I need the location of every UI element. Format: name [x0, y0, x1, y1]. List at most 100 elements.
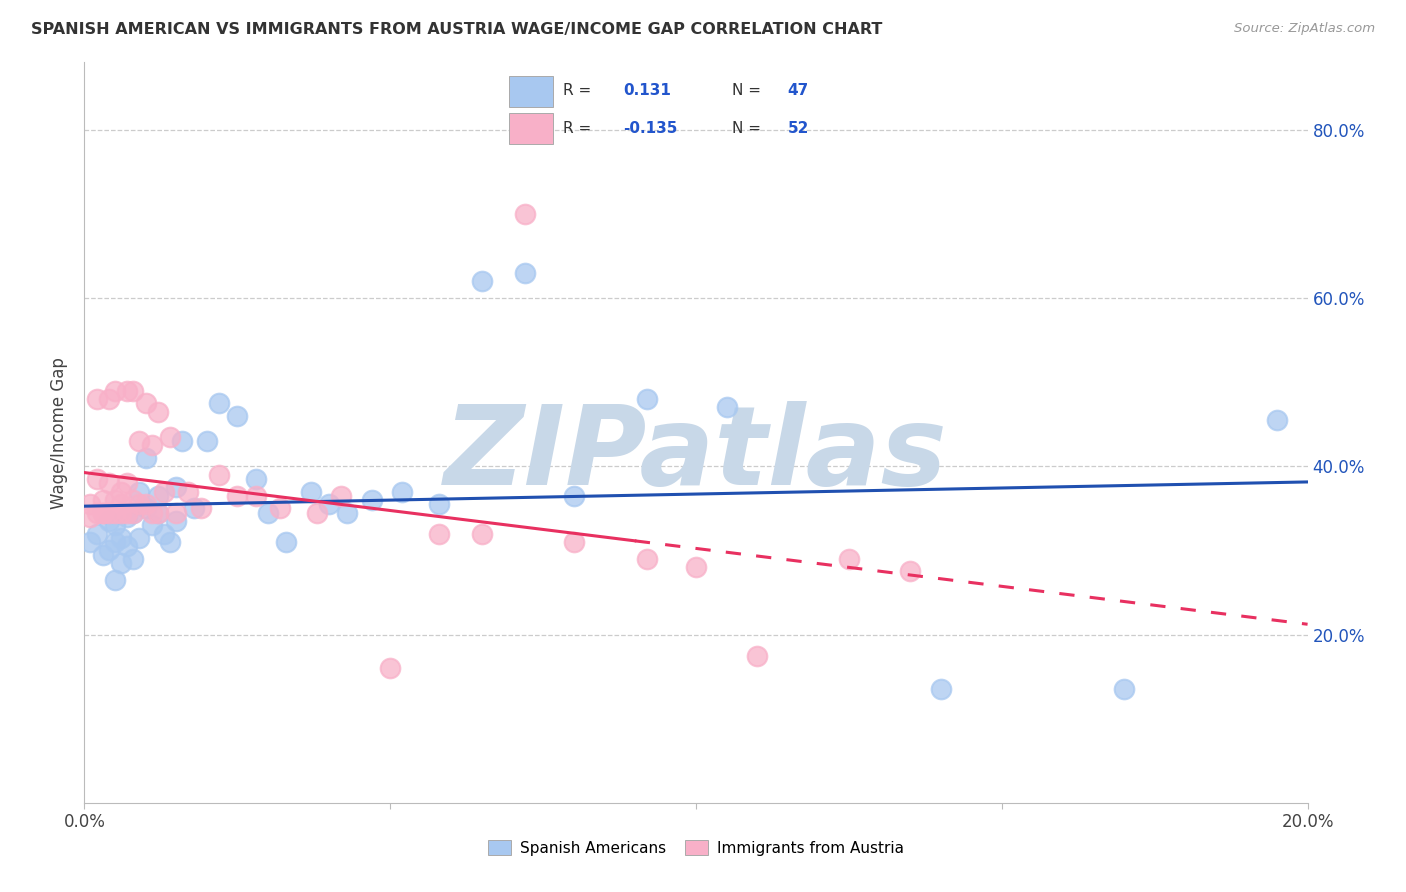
Point — [115, 539, 138, 553]
Point — [153, 484, 176, 499]
Point — [110, 531, 132, 545]
Point — [427, 497, 450, 511]
Text: Source: ZipAtlas.com: Source: ZipAtlas.com — [1234, 22, 1375, 36]
Text: N =: N = — [731, 83, 761, 98]
Point — [122, 551, 145, 566]
Point — [141, 506, 163, 520]
Point — [146, 489, 169, 503]
Point — [929, 682, 952, 697]
Y-axis label: Wage/Income Gap: Wage/Income Gap — [51, 357, 69, 508]
Point — [86, 472, 108, 486]
Point — [122, 384, 145, 398]
Point — [128, 531, 150, 545]
Point — [226, 409, 249, 423]
Point — [685, 560, 707, 574]
Point — [208, 467, 231, 482]
Point — [128, 434, 150, 448]
Point — [141, 438, 163, 452]
Point — [110, 506, 132, 520]
Point — [172, 434, 194, 448]
Point — [97, 476, 120, 491]
Point — [97, 543, 120, 558]
Point — [135, 501, 157, 516]
Point — [716, 401, 738, 415]
Point — [636, 551, 658, 566]
Point — [159, 430, 181, 444]
Point — [165, 480, 187, 494]
Point — [245, 489, 267, 503]
Point — [97, 506, 120, 520]
Point — [135, 396, 157, 410]
Point — [128, 484, 150, 499]
Point — [104, 506, 127, 520]
Point — [838, 551, 860, 566]
Point — [122, 506, 145, 520]
Point — [177, 484, 200, 499]
Point — [104, 492, 127, 507]
Point — [146, 506, 169, 520]
Point — [91, 492, 114, 507]
Point — [159, 535, 181, 549]
Point — [195, 434, 218, 448]
Text: 0.131: 0.131 — [623, 83, 671, 98]
Point — [360, 492, 382, 507]
Point — [97, 392, 120, 406]
Bar — [509, 113, 553, 144]
Point — [104, 573, 127, 587]
Text: R =: R = — [564, 121, 592, 136]
Text: R =: R = — [564, 83, 592, 98]
Point — [79, 497, 101, 511]
Point — [79, 509, 101, 524]
Point — [104, 535, 127, 549]
Point — [226, 489, 249, 503]
Text: SPANISH AMERICAN VS IMMIGRANTS FROM AUSTRIA WAGE/INCOME GAP CORRELATION CHART: SPANISH AMERICAN VS IMMIGRANTS FROM AUST… — [31, 22, 883, 37]
Point — [898, 565, 921, 579]
Point — [276, 535, 298, 549]
Point — [380, 661, 402, 675]
Point — [86, 506, 108, 520]
Point — [128, 497, 150, 511]
Text: 47: 47 — [787, 83, 808, 98]
Point — [257, 506, 280, 520]
Point — [318, 497, 340, 511]
Point — [1265, 413, 1288, 427]
Point — [427, 526, 450, 541]
Point — [135, 497, 157, 511]
Point — [471, 526, 494, 541]
Point — [91, 506, 114, 520]
Point — [115, 476, 138, 491]
Bar — [509, 76, 553, 107]
Point — [135, 450, 157, 465]
Point — [183, 501, 205, 516]
Point — [146, 506, 169, 520]
Point — [122, 492, 145, 507]
Point — [97, 514, 120, 528]
Point — [115, 506, 138, 520]
Point — [79, 535, 101, 549]
Point — [513, 266, 536, 280]
Point — [208, 396, 231, 410]
Point — [115, 384, 138, 398]
Point — [269, 501, 291, 516]
Point — [115, 509, 138, 524]
Point — [91, 548, 114, 562]
Point — [146, 404, 169, 418]
Point — [562, 489, 585, 503]
Point — [471, 274, 494, 288]
Point — [245, 472, 267, 486]
Point — [747, 648, 769, 663]
Point — [165, 514, 187, 528]
Point — [305, 506, 328, 520]
Point — [153, 526, 176, 541]
Point — [91, 506, 114, 520]
Point — [330, 489, 353, 503]
Point — [391, 484, 413, 499]
Text: N =: N = — [731, 121, 761, 136]
Legend: Spanish Americans, Immigrants from Austria: Spanish Americans, Immigrants from Austr… — [482, 834, 910, 862]
Text: -0.135: -0.135 — [623, 121, 678, 136]
Text: ZIPatlas: ZIPatlas — [444, 401, 948, 508]
Point — [513, 207, 536, 221]
Point — [1114, 682, 1136, 697]
Point — [104, 384, 127, 398]
Point — [336, 506, 359, 520]
